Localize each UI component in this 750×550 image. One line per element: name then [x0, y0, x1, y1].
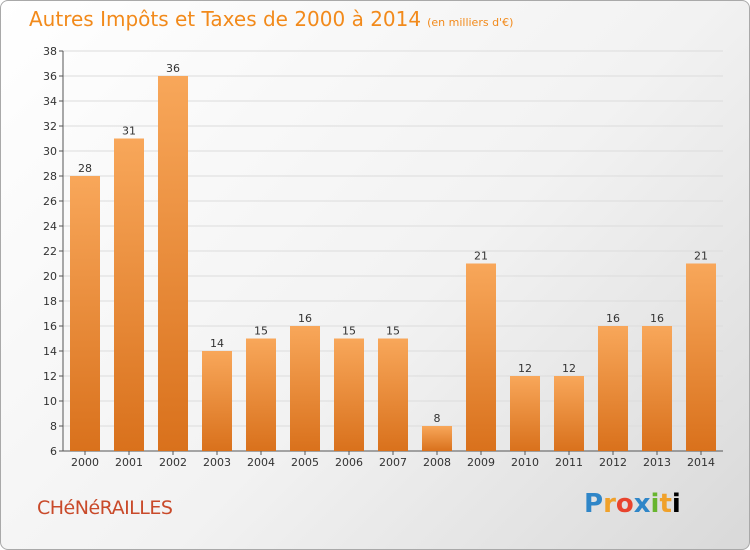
data-labels: 28 31 36 14 15 16 15 15 8 21 12 12 16 16 21	[78, 62, 708, 425]
data-label-2014: 21	[694, 250, 708, 263]
x-tick-label: 2007	[379, 456, 407, 469]
bar-2014	[686, 263, 716, 451]
bar-2012	[598, 326, 628, 451]
y-tick-label: 36	[43, 70, 57, 83]
x-tick-label: 2013	[643, 456, 671, 469]
chart-title: Autres Impôts et Taxes de 2000 à 2014 (en…	[29, 7, 513, 31]
chart-title-text: Autres Impôts et Taxes de 2000 à 2014	[29, 7, 422, 31]
x-tick-label: 2008	[423, 456, 451, 469]
data-label-2008: 8	[434, 412, 441, 425]
data-label-2005: 16	[298, 312, 312, 325]
x-tick-label: 2001	[115, 456, 143, 469]
data-label-2000: 28	[78, 162, 92, 175]
x-tick-label: 2010	[511, 456, 539, 469]
y-tick-label: 14	[43, 345, 57, 358]
y-tick-label: 30	[43, 145, 57, 158]
bar-2005	[290, 326, 320, 451]
data-label-2006: 15	[342, 325, 356, 338]
y-tick-label: 24	[43, 220, 57, 233]
proxiti-logo: Proxiti	[584, 489, 681, 519]
y-tick-label: 20	[43, 270, 57, 283]
bar-2001	[114, 138, 144, 451]
x-tick-label: 2011	[555, 456, 583, 469]
data-label-2012: 16	[606, 312, 620, 325]
x-tick-label: 2014	[687, 456, 715, 469]
data-label-2011: 12	[562, 362, 576, 375]
y-tick-label: 6	[50, 445, 57, 458]
bar-2003	[202, 351, 232, 451]
y-tick-label: 8	[50, 420, 57, 433]
y-tick-label: 12	[43, 370, 57, 383]
data-label-2003: 14	[210, 337, 224, 350]
x-tick-label: 2002	[159, 456, 187, 469]
data-label-2013: 16	[650, 312, 664, 325]
x-tick-label: 2009	[467, 456, 495, 469]
bar-2011	[554, 376, 584, 451]
y-tick-label: 34	[43, 95, 57, 108]
data-label-2001: 31	[122, 125, 136, 138]
y-tick-label: 10	[43, 395, 57, 408]
data-label-2010: 12	[518, 362, 532, 375]
bar-2007	[378, 338, 408, 451]
chart-subtitle: (en milliers d'€)	[427, 16, 514, 29]
bar-2002	[158, 76, 188, 451]
data-label-2004: 15	[254, 325, 268, 338]
commune-name: CHéNéRAILLES	[37, 497, 173, 519]
y-tick-label: 16	[43, 320, 57, 333]
bars	[70, 76, 716, 451]
x-tick-label: 2003	[203, 456, 231, 469]
x-tick-label: 2005	[291, 456, 319, 469]
axes: 6 8 10 12 14 16 18 20 22 24 26 28 30 32 34 36 38 2000 2001…	[43, 45, 723, 469]
data-label-2009: 21	[474, 250, 488, 263]
y-tick-label: 26	[43, 195, 57, 208]
data-label-2007: 15	[386, 325, 400, 338]
bar-2013	[642, 326, 672, 451]
y-tick-label: 38	[43, 45, 57, 58]
y-tick-label: 18	[43, 295, 57, 308]
bar-2004	[246, 338, 276, 451]
x-tick-label: 2000	[71, 456, 99, 469]
bar-2008	[422, 426, 452, 451]
y-tick-label: 28	[43, 170, 57, 183]
bar-2000	[70, 176, 100, 451]
y-tick-label: 22	[43, 245, 57, 258]
x-tick-label: 2006	[335, 456, 363, 469]
x-tick-label: 2004	[247, 456, 275, 469]
data-label-2002: 36	[166, 62, 180, 75]
bar-2006	[334, 338, 364, 451]
y-tick-label: 32	[43, 120, 57, 133]
x-tick-label: 2012	[599, 456, 627, 469]
bar-2009	[466, 263, 496, 451]
bar-2010	[510, 376, 540, 451]
